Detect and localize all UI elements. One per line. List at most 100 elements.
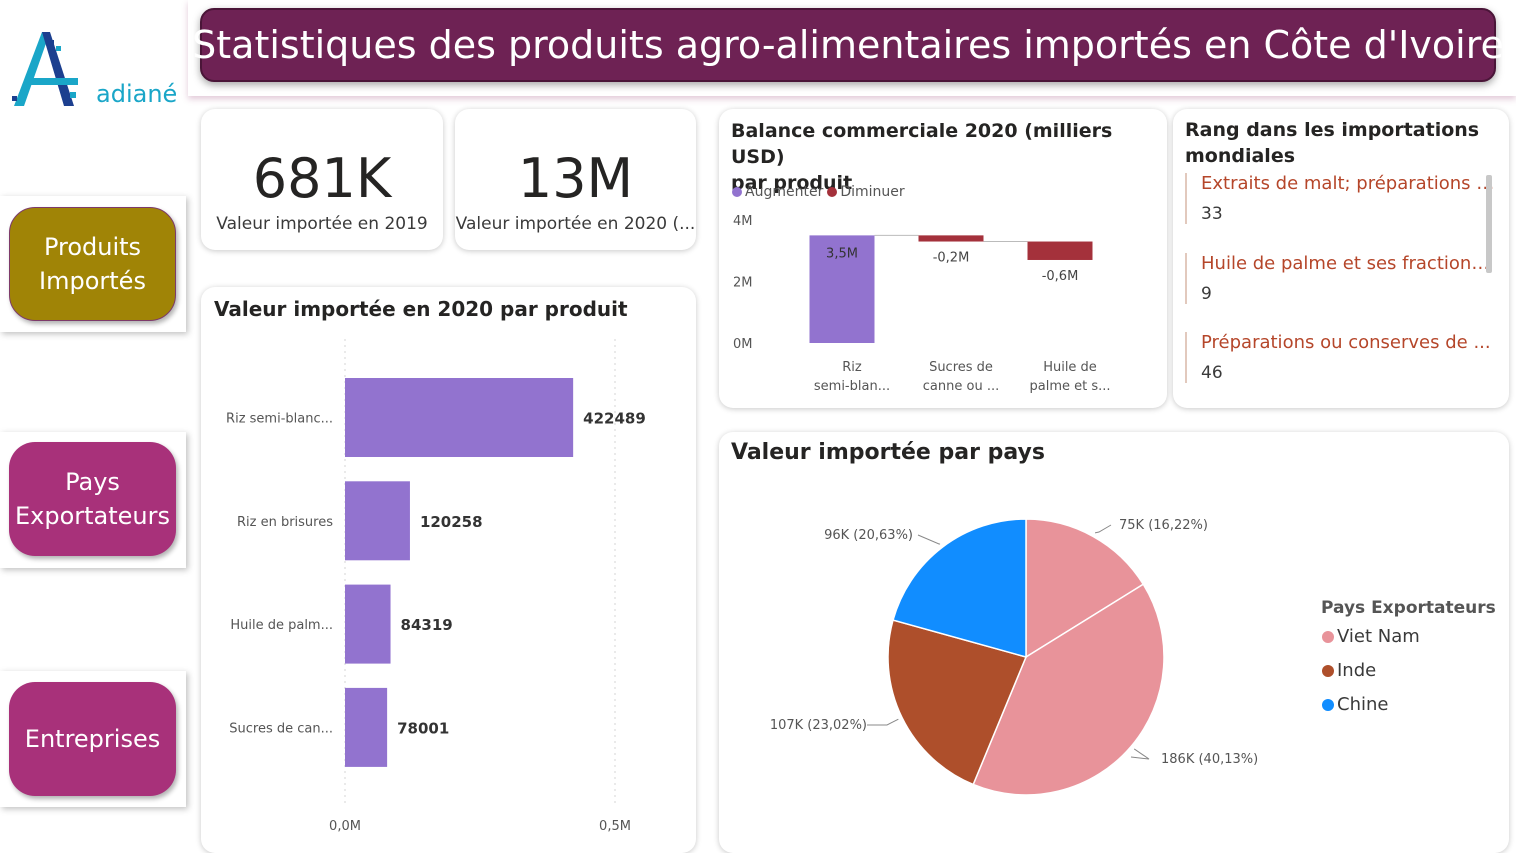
- rank-item: Huile de palme et ses fractions,... 9: [1185, 253, 1497, 304]
- category-label: Huile de: [1043, 360, 1097, 375]
- legend-label: Chine: [1337, 694, 1389, 715]
- kpi-label: Valeur importée en 2019: [216, 214, 428, 234]
- legend-item-inde[interactable]: Inde: [1322, 660, 1376, 681]
- data-label: 78001: [397, 719, 449, 737]
- logo-mark-bar: [28, 78, 78, 85]
- category-label: Sucres de can...: [229, 721, 333, 736]
- category-label: Huile de palm...: [230, 618, 333, 633]
- nav-container-produits: Produits Importés: [0, 196, 186, 332]
- legend-label-diminuer: Diminuer: [840, 184, 905, 200]
- waterfall-bar: [809, 235, 875, 343]
- chart-title: Valeur importée en 2020 par produit: [214, 297, 628, 321]
- pie-slice: [887, 619, 1028, 786]
- nav-label-line2: Importés: [39, 267, 146, 295]
- rank-item: Préparations ou conserves de ... 46: [1185, 332, 1497, 383]
- nav-label-line1: Produits: [43, 233, 142, 261]
- rank-item-value: 46: [1201, 363, 1223, 383]
- data-label: 186K (40,13%): [1161, 752, 1258, 767]
- bar: [345, 481, 410, 561]
- waterfall-chart-card: Balance commerciale 2020 (milliers USD) …: [719, 109, 1167, 408]
- kpi-label: Valeur importée en 2020 (...: [455, 214, 696, 234]
- y-tick-label: 2M: [733, 276, 753, 291]
- nav-button-produits-importes[interactable]: Produits Importés: [9, 207, 176, 321]
- x-tick-label: 0,0M: [329, 819, 361, 834]
- nav-button-entreprises[interactable]: Entreprises: [9, 682, 176, 796]
- rank-card: Rang dans les importations mondiales Ext…: [1173, 109, 1509, 408]
- waterfall-chart: 0M 2M 4M 3,5M Riz semi-blan... -0,2M Sucres de c…: [733, 214, 1111, 394]
- rank-item-name: Extraits de malt; préparations a...: [1201, 173, 1497, 194]
- legend-dot-augmenter: [732, 187, 742, 197]
- pie-slice: [892, 518, 1027, 658]
- rank-card-title: Rang dans les importations mondiales: [1185, 119, 1480, 167]
- y-tick-label: 0M: [733, 337, 753, 352]
- data-label: 75K (16,22%): [1119, 518, 1208, 533]
- category-label: Riz: [842, 360, 862, 375]
- chart-title: Valeur importée par pays: [731, 440, 1045, 465]
- logo-mark-left: [14, 32, 50, 106]
- kpi-card-2019: 681K Valeur importée en 2019: [201, 109, 443, 250]
- title-banner: Statistiques des produits agro-alimentai…: [192, 8, 1504, 82]
- kpi-value: 681K: [252, 147, 392, 210]
- bar: [345, 687, 388, 767]
- rank-item-name: Huile de palme et ses fractions,...: [1201, 253, 1497, 274]
- waterfall-bar: [1027, 241, 1093, 260]
- data-label: -0,2M: [933, 251, 970, 266]
- nav-label-line2: Exportateurs: [14, 502, 171, 530]
- logo-text: adiané: [96, 80, 177, 108]
- kpi-card-2020: 13M Valeur importée en 2020 (...: [455, 109, 696, 250]
- data-label: -0,6M: [1042, 269, 1079, 284]
- data-label: 422489: [583, 410, 646, 428]
- pie-chart: 75K (16,22%) 186K (40,13%) 107K (23,02%) 96…: [770, 518, 1258, 796]
- data-label: 120258: [420, 513, 483, 531]
- legend-item-viet-nam[interactable]: Viet Nam: [1322, 626, 1420, 647]
- page-title: Statistiques des produits agro-alimentai…: [192, 23, 1504, 67]
- logo-mark-right: [42, 32, 74, 106]
- bar-chart: Riz semi-blanc... 422489 Riz en brisures 12…: [226, 339, 646, 834]
- legend-label-augmenter: Augmenter: [745, 184, 824, 200]
- legend-dot: [1322, 630, 1334, 643]
- leader-line: [867, 718, 899, 726]
- waterfall-bar: [918, 235, 984, 242]
- category-label: canne ou ...: [923, 379, 999, 394]
- category-label: semi-blan...: [814, 379, 890, 394]
- x-tick-label: 0,5M: [599, 819, 631, 834]
- legend-label: Viet Nam: [1337, 626, 1420, 647]
- legend-dot: [1322, 698, 1334, 711]
- rank-item-value: 9: [1201, 284, 1212, 304]
- scrollbar-thumb[interactable]: [1486, 175, 1492, 273]
- legend-label: Inde: [1337, 660, 1377, 681]
- waterfall-legend: Augmenter Diminuer: [732, 184, 905, 200]
- data-label: 84319: [401, 616, 453, 634]
- category-label: Sucres de: [929, 360, 993, 375]
- data-label: 107K (23,02%): [770, 718, 867, 733]
- pie-slice: [972, 583, 1165, 796]
- rank-item-value: 33: [1201, 204, 1223, 224]
- bar-chart-card: Valeur importée en 2020 par produit Riz …: [201, 287, 696, 853]
- nav-button-pays-exportateurs[interactable]: Pays Exportateurs: [9, 442, 176, 556]
- leader-line: [917, 534, 941, 545]
- leader-line: [1130, 748, 1150, 760]
- leader-line: [1094, 524, 1112, 534]
- data-label: 3,5M: [826, 246, 858, 261]
- bar: [345, 378, 574, 457]
- rank-item: Extraits de malt; préparations a... 33: [1185, 173, 1497, 224]
- legend-item-chine[interactable]: Chine: [1322, 694, 1388, 715]
- legend-dot: [1322, 664, 1334, 677]
- rank-item-name: Préparations ou conserves de ...: [1201, 332, 1491, 353]
- nav-label-line1: Pays: [65, 468, 120, 496]
- kpi-value: 13M: [517, 147, 634, 210]
- pie-legend-title: Pays Exportateurs: [1321, 598, 1496, 618]
- bar: [345, 584, 391, 664]
- data-label: 96K (20,63%): [824, 528, 913, 543]
- category-label: Riz en brisures: [237, 515, 333, 530]
- nav-label-line1: Entreprises: [24, 725, 161, 753]
- category-label: palme et s...: [1029, 379, 1110, 394]
- legend-dot-diminuer: [827, 187, 838, 197]
- pie-chart-card: Valeur importée par pays 75K (16,22%) 186…: [719, 432, 1509, 853]
- category-label: Riz semi-blanc...: [226, 412, 333, 427]
- y-tick-label: 4M: [733, 214, 753, 229]
- pie-slice: [1025, 518, 1145, 659]
- logo: adiané: [8, 26, 184, 112]
- chart-title: Balance commerciale 2020 (milliers USD) …: [731, 120, 1113, 194]
- nav-container-entreprises: Entreprises: [0, 671, 186, 807]
